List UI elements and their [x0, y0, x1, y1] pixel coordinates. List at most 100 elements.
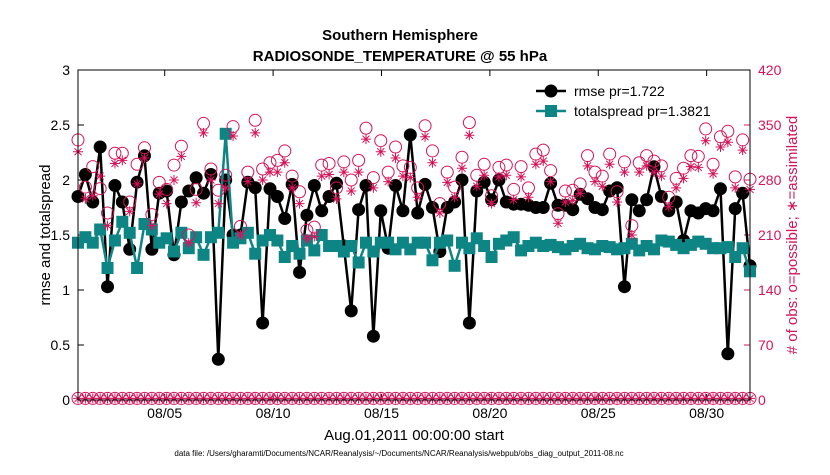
rmse-point [174, 195, 188, 209]
series-assimilated-baseline [73, 393, 755, 404]
totalspread-point [419, 236, 432, 249]
obs-assimilated-point [523, 393, 534, 404]
obs-assimilated-point [722, 393, 733, 404]
obs-assimilated-point [279, 157, 290, 168]
obs-assimilated-point [589, 393, 600, 404]
totalspread-point [448, 259, 461, 272]
rmse-point [462, 316, 476, 330]
rmse-point [455, 173, 469, 187]
legend-rmse-marker [544, 84, 558, 98]
obs-assimilated-point [235, 393, 246, 404]
obs-assimilated-point [715, 393, 726, 404]
obs-possible-point [536, 143, 550, 157]
series-assimilated [73, 127, 755, 248]
obs-assimilated-point [124, 393, 135, 404]
obs-assimilated-point [523, 192, 534, 203]
obs-assimilated-point [553, 393, 563, 404]
obs-assimilated-point [663, 201, 674, 212]
obs-assimilated-point [567, 195, 578, 206]
obs-assimilated-point [220, 393, 231, 404]
obs-assimilated-point [80, 393, 91, 404]
rmse-point [322, 190, 336, 203]
obs-possible-point [189, 182, 203, 196]
legend-rmse-label: rmse pr=1.722 [574, 83, 665, 99]
obs-assimilated-point [708, 393, 719, 404]
obs-assimilated-point [434, 393, 445, 404]
obs-possible-point [706, 157, 720, 171]
obs-possible-point [93, 182, 107, 196]
obs-assimilated-point [693, 393, 704, 404]
obs-assimilated-point [117, 393, 128, 404]
obs-possible-point [226, 120, 240, 134]
obs-possible-point [285, 169, 299, 183]
obs-assimilated-point [493, 393, 504, 404]
obs-assimilated-point [427, 393, 438, 404]
obs-possible-point [337, 155, 351, 169]
totalspread-point [241, 226, 254, 239]
obs-possible-point [499, 158, 513, 172]
obs-assimilated-point [737, 145, 748, 156]
rmse-point [610, 181, 624, 195]
obs-assimilated-point [183, 237, 194, 248]
obs-assimilated-point [634, 393, 645, 404]
obs-assimilated-point [493, 171, 504, 182]
totalspread-point [721, 241, 734, 254]
series-totalspread [72, 127, 756, 278]
obs-assimilated-point [95, 171, 106, 182]
obs-assimilated-point [656, 393, 667, 404]
obs-assimilated-point [368, 393, 379, 404]
obs-possible-point [544, 164, 558, 178]
obs-assimilated-point [117, 155, 128, 166]
obs-assimilated-point [457, 163, 467, 174]
obs-possible-point [455, 150, 469, 164]
obs-assimilated-point [301, 393, 312, 404]
obs-possible-point [315, 158, 329, 172]
obs-possible-point [160, 182, 174, 196]
obs-assimilated-point [619, 393, 630, 404]
obs-possible-point [307, 220, 321, 234]
obs-possible-point [270, 153, 284, 167]
totalspread-point [441, 234, 454, 247]
obs-assimilated-point [132, 178, 143, 189]
obs-possible-point [462, 116, 476, 130]
obs-possible-point [389, 140, 403, 154]
obs-assimilated-point [560, 393, 571, 404]
obs-possible-point [293, 185, 307, 199]
y-tick-label: 0.5 [51, 337, 71, 353]
obs-assimilated-point [656, 171, 667, 182]
obs-assimilated-point [708, 168, 719, 179]
obs-assimilated-point [427, 157, 438, 168]
totalspread-point [345, 240, 358, 252]
totalspread-point [352, 256, 365, 269]
rmse-point [403, 128, 417, 142]
y-tick-label: 1.5 [51, 227, 71, 243]
obs-assimilated-point [109, 158, 120, 169]
obs-assimilated-point [316, 171, 327, 182]
obs-assimilated-point [383, 176, 394, 187]
obs-assimilated-point [331, 393, 342, 404]
obs-possible-point [595, 169, 609, 183]
obs-assimilated-point [397, 171, 408, 182]
rmse-point [101, 280, 115, 294]
totalspread-point [478, 240, 491, 252]
obs-assimilated-point [279, 393, 290, 404]
totalspread-point [426, 254, 439, 267]
obs-assimilated-point [612, 393, 623, 404]
totalspread-point [463, 242, 476, 255]
obs-assimilated-point [486, 198, 497, 209]
obs-possible-point [359, 121, 373, 135]
obs-assimilated-point [405, 393, 416, 404]
obs-assimilated-point [235, 230, 246, 240]
obs-possible-point [440, 165, 454, 179]
totalspread-point [249, 247, 262, 260]
obs-assimilated-point [191, 393, 202, 404]
obs-assimilated-point [464, 393, 475, 404]
x-axis-label: Aug.01,2011 00:00:00 start [324, 427, 505, 444]
totalspread-point [86, 236, 99, 249]
x-tick-label: 08/15 [364, 405, 399, 421]
obs-assimilated-point [412, 192, 423, 203]
totalspread-point [315, 229, 328, 241]
obs-possible-point [603, 147, 617, 161]
obs-assimilated-point [257, 393, 268, 404]
